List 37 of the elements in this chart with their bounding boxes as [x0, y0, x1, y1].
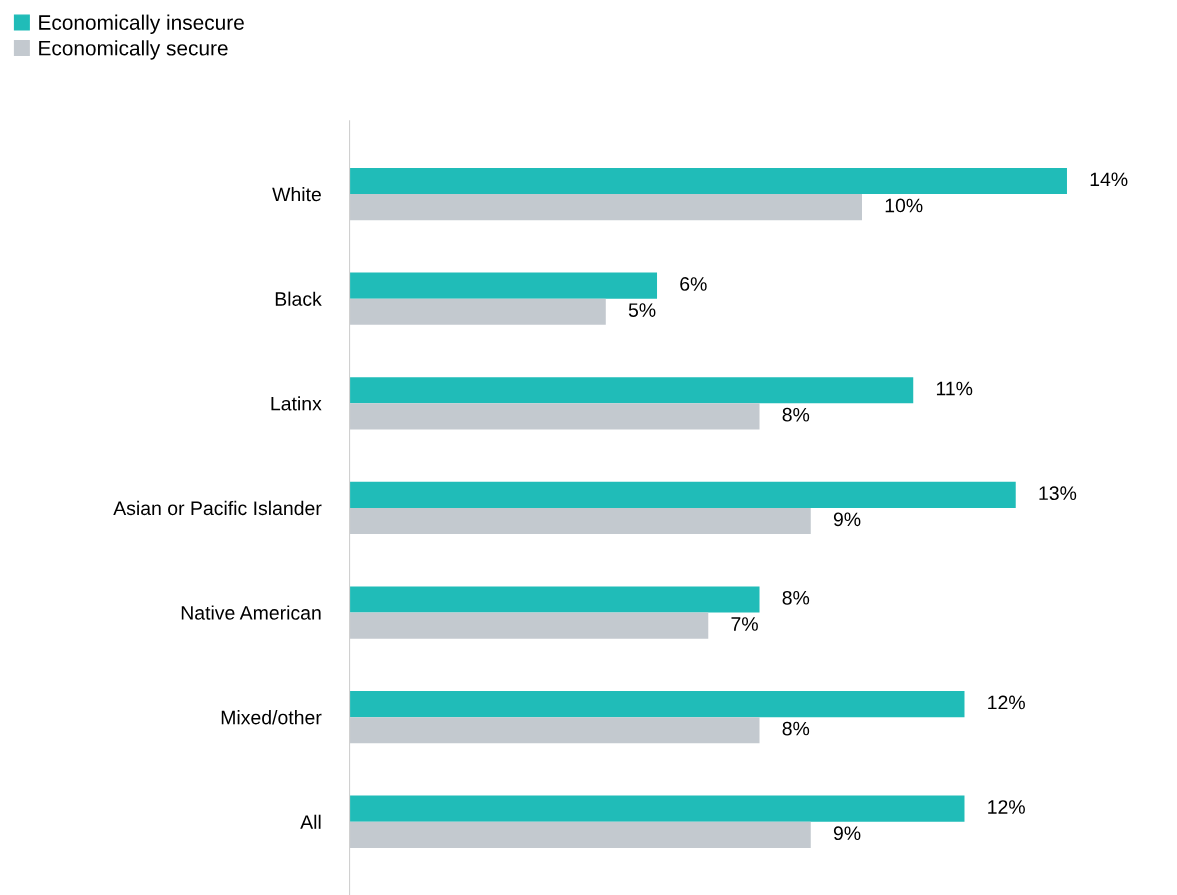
- bar: [349, 403, 760, 430]
- bar: [349, 507, 811, 535]
- y-tick-label: Latinx: [271, 396, 322, 411]
- data-label: 11%: [936, 381, 973, 396]
- data-label: 12%: [988, 695, 1025, 710]
- bar: [349, 167, 1067, 195]
- bar: [349, 272, 658, 299]
- bar: [349, 298, 606, 325]
- y-tick-label: All: [300, 814, 321, 829]
- data-label: 6%: [680, 277, 707, 291]
- data-label: 13%: [1039, 486, 1077, 501]
- bar: [349, 377, 914, 404]
- bar: [349, 795, 965, 822]
- y-tick-label: White: [272, 187, 321, 202]
- data-label: 8%: [782, 721, 810, 736]
- y-tick-label: Mixed/other: [221, 710, 322, 725]
- legend-label: Economically insecure: [39, 14, 244, 34]
- bar: [349, 717, 760, 744]
- data-label: 9%: [833, 826, 861, 841]
- data-label: 9%: [833, 512, 861, 527]
- y-tick-label: Asian or Pacific Islander: [113, 500, 322, 516]
- data-label: 7%: [731, 617, 758, 631]
- bar: [349, 194, 862, 221]
- bar: [349, 481, 1016, 508]
- y-tick-label: Native American: [181, 605, 321, 620]
- legend-label: Economically secure: [39, 40, 228, 60]
- data-label: 12%: [988, 800, 1025, 814]
- data-label: 8%: [782, 590, 810, 605]
- y-tick-label: Black: [275, 291, 322, 306]
- bar: [349, 821, 811, 848]
- bar: [349, 690, 965, 718]
- data-label: 10%: [885, 198, 923, 213]
- data-label: 14%: [1090, 172, 1128, 187]
- bar: [349, 586, 760, 613]
- bar: [349, 612, 709, 639]
- data-label: 5%: [628, 303, 656, 317]
- data-label: 8%: [782, 407, 810, 422]
